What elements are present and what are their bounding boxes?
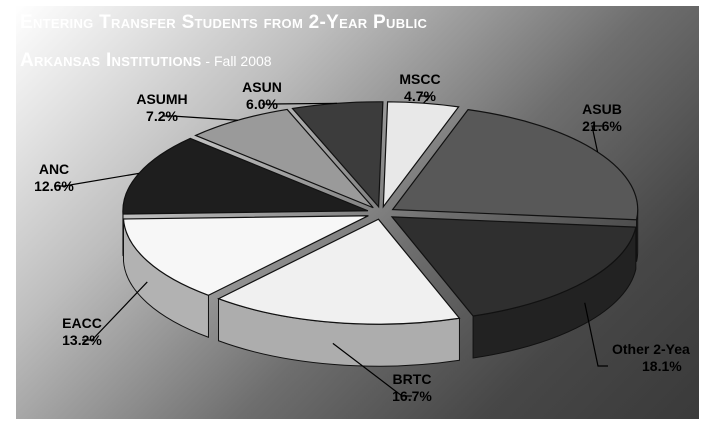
- pie-slice-asumh: [194, 108, 374, 209]
- leader-line-asun: [262, 102, 337, 105]
- slice-label-anc: ANC: [39, 161, 69, 177]
- chart-title-institutions: Arkansas Institutions: [20, 50, 202, 71]
- slice-value-other-2-yea: 18.1%: [642, 358, 682, 374]
- pie-slice-brtc: [216, 218, 461, 325]
- slice-label-mscc: MSCC: [399, 71, 440, 87]
- leader-line-other-2-yea: [584, 302, 608, 367]
- slice-value-eacc: 13.2%: [62, 332, 102, 348]
- pie-slice-asub: [391, 108, 639, 221]
- pie-slice-eacc: [122, 215, 369, 296]
- chart-title-line-2: Arkansas Institutions - Fall 2008: [20, 50, 272, 72]
- chart-title-line-1: Entering Transfer Students from 2-Year P…: [20, 12, 428, 33]
- pie-slice-anc: [122, 137, 369, 215]
- leader-line-brtc: [332, 342, 412, 397]
- slice-label-asub: ASUB: [582, 101, 622, 117]
- slice-value-anc: 12.6%: [34, 178, 74, 194]
- slice-label-asun: ASUN: [242, 79, 282, 95]
- slice-value-asumh: 7.2%: [146, 108, 178, 124]
- leader-line-asumh: [162, 115, 238, 121]
- slice-value-asub: 21.6%: [582, 118, 622, 134]
- leader-line-mscc: [420, 95, 432, 104]
- chart-subtitle: Fall 2008: [213, 53, 272, 69]
- slice-label-eacc: EACC: [62, 315, 102, 331]
- slice-label-other-2-yea: Other 2-Yea: [612, 341, 690, 357]
- slice-value-asun: 6.0%: [246, 96, 278, 112]
- slice-value-mscc: 4.7%: [404, 88, 436, 104]
- slice-label-brtc: BRTC: [393, 371, 432, 387]
- chart-frame: Entering Transfer Students from 2-Year P…: [16, 6, 699, 419]
- pie-slice-asun: [291, 101, 384, 209]
- leader-line-anc: [54, 172, 140, 187]
- slice-label-asumh: ASUMH: [136, 91, 187, 107]
- leader-line-eacc: [82, 281, 148, 341]
- chart-title-separator: -: [201, 53, 214, 69]
- leader-line-asub: [591, 125, 602, 153]
- pie-slice-other-2-yea: [390, 216, 637, 317]
- slice-value-brtc: 16.7%: [392, 388, 432, 404]
